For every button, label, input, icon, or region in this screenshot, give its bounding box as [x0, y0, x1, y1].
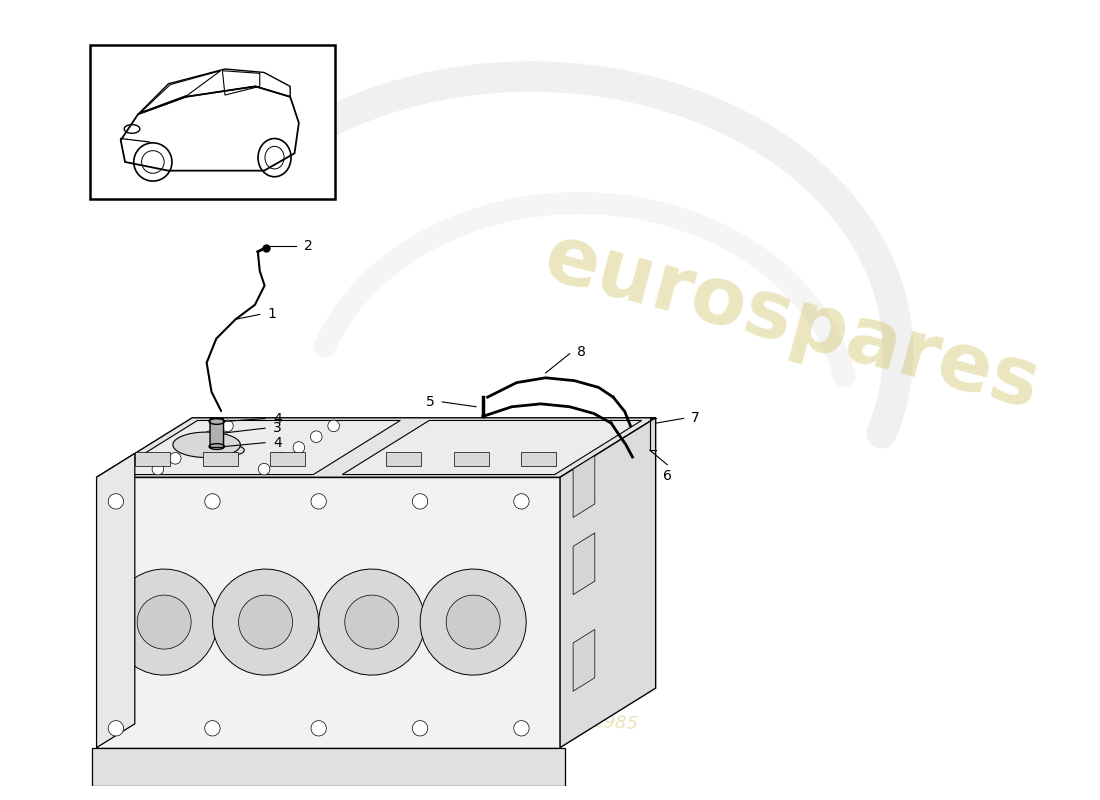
Polygon shape: [97, 454, 135, 748]
Circle shape: [205, 431, 216, 442]
Bar: [90, 45, 334, 199]
Polygon shape: [108, 494, 123, 509]
Polygon shape: [344, 595, 399, 649]
Polygon shape: [573, 456, 595, 518]
Polygon shape: [138, 595, 191, 649]
Polygon shape: [514, 721, 529, 736]
Polygon shape: [412, 494, 428, 509]
Polygon shape: [239, 595, 293, 649]
Polygon shape: [447, 595, 500, 649]
Polygon shape: [311, 721, 327, 736]
Polygon shape: [91, 748, 565, 786]
Circle shape: [152, 463, 164, 475]
Polygon shape: [514, 494, 529, 509]
Text: 2: 2: [304, 239, 312, 253]
Circle shape: [169, 453, 182, 464]
Polygon shape: [212, 569, 319, 675]
Circle shape: [276, 453, 287, 464]
Text: 6: 6: [663, 470, 672, 483]
Polygon shape: [202, 452, 238, 466]
Circle shape: [310, 431, 322, 442]
Circle shape: [221, 420, 233, 432]
Polygon shape: [521, 452, 557, 466]
Polygon shape: [111, 421, 400, 474]
Circle shape: [187, 442, 198, 454]
Text: 8: 8: [576, 345, 585, 358]
Polygon shape: [412, 721, 428, 736]
Polygon shape: [386, 452, 421, 466]
Text: 4: 4: [273, 436, 282, 450]
Polygon shape: [210, 445, 244, 456]
Polygon shape: [271, 452, 305, 466]
Text: 1: 1: [268, 307, 277, 322]
Polygon shape: [97, 478, 560, 748]
Text: eurospares: eurospares: [536, 219, 1048, 426]
Circle shape: [328, 420, 340, 432]
Circle shape: [258, 463, 270, 475]
Text: 4: 4: [273, 411, 282, 426]
Polygon shape: [173, 432, 241, 458]
Text: 5: 5: [427, 395, 434, 409]
Polygon shape: [420, 569, 526, 675]
Text: 7: 7: [691, 411, 700, 426]
Polygon shape: [560, 418, 656, 748]
Polygon shape: [97, 418, 656, 478]
Polygon shape: [111, 569, 218, 675]
Polygon shape: [135, 452, 169, 466]
Circle shape: [293, 442, 305, 454]
Polygon shape: [311, 494, 327, 509]
Polygon shape: [205, 494, 220, 509]
FancyBboxPatch shape: [210, 418, 223, 447]
Polygon shape: [342, 421, 641, 474]
Polygon shape: [454, 452, 488, 466]
Polygon shape: [319, 569, 425, 675]
Polygon shape: [205, 721, 220, 736]
Polygon shape: [573, 533, 595, 594]
Polygon shape: [108, 721, 123, 736]
Text: a passion for parts since 1985: a passion for parts since 1985: [366, 701, 638, 733]
Text: 3: 3: [273, 421, 282, 435]
Polygon shape: [573, 630, 595, 691]
